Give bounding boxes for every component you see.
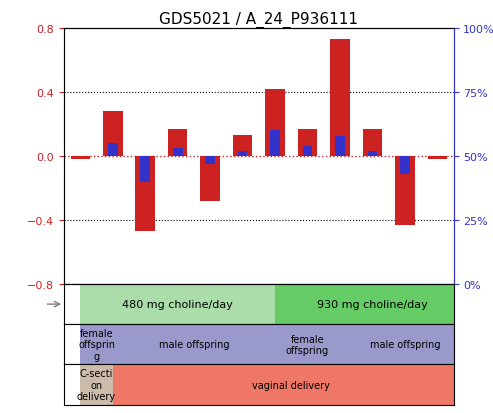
Bar: [80, 284, 275, 325]
Bar: [173, 149, 182, 157]
Bar: [200, 157, 220, 201]
Bar: [80, 365, 113, 405]
Bar: [168, 130, 187, 157]
Bar: [363, 130, 382, 157]
Bar: [103, 112, 122, 157]
Bar: [303, 146, 313, 157]
Text: male offspring: male offspring: [159, 339, 229, 349]
Text: female
offspring: female offspring: [286, 334, 329, 355]
Bar: [330, 40, 350, 157]
Bar: [298, 130, 317, 157]
Text: female
offsprin
g: female offsprin g: [78, 328, 115, 361]
Text: C-secti
on
delivery: C-secti on delivery: [77, 368, 116, 401]
Bar: [275, 325, 340, 365]
Bar: [80, 325, 113, 365]
Bar: [335, 136, 345, 157]
Bar: [136, 157, 155, 232]
Bar: [238, 152, 247, 157]
Bar: [113, 325, 275, 365]
Text: 480 mg choline/day: 480 mg choline/day: [122, 299, 233, 309]
Bar: [108, 144, 118, 157]
Bar: [368, 152, 377, 157]
Bar: [340, 325, 470, 365]
Bar: [141, 157, 150, 182]
Bar: [205, 157, 215, 164]
Bar: [400, 157, 410, 175]
Bar: [395, 157, 415, 225]
Bar: [270, 131, 280, 157]
Bar: [275, 284, 470, 325]
Bar: [70, 157, 90, 160]
Bar: [233, 136, 252, 157]
Text: male offspring: male offspring: [370, 339, 440, 349]
Text: 930 mg choline/day: 930 mg choline/day: [317, 299, 428, 309]
Title: GDS5021 / A_24_P936111: GDS5021 / A_24_P936111: [159, 12, 358, 28]
Bar: [265, 90, 285, 157]
Text: vaginal delivery: vaginal delivery: [252, 380, 330, 389]
Bar: [427, 157, 447, 160]
